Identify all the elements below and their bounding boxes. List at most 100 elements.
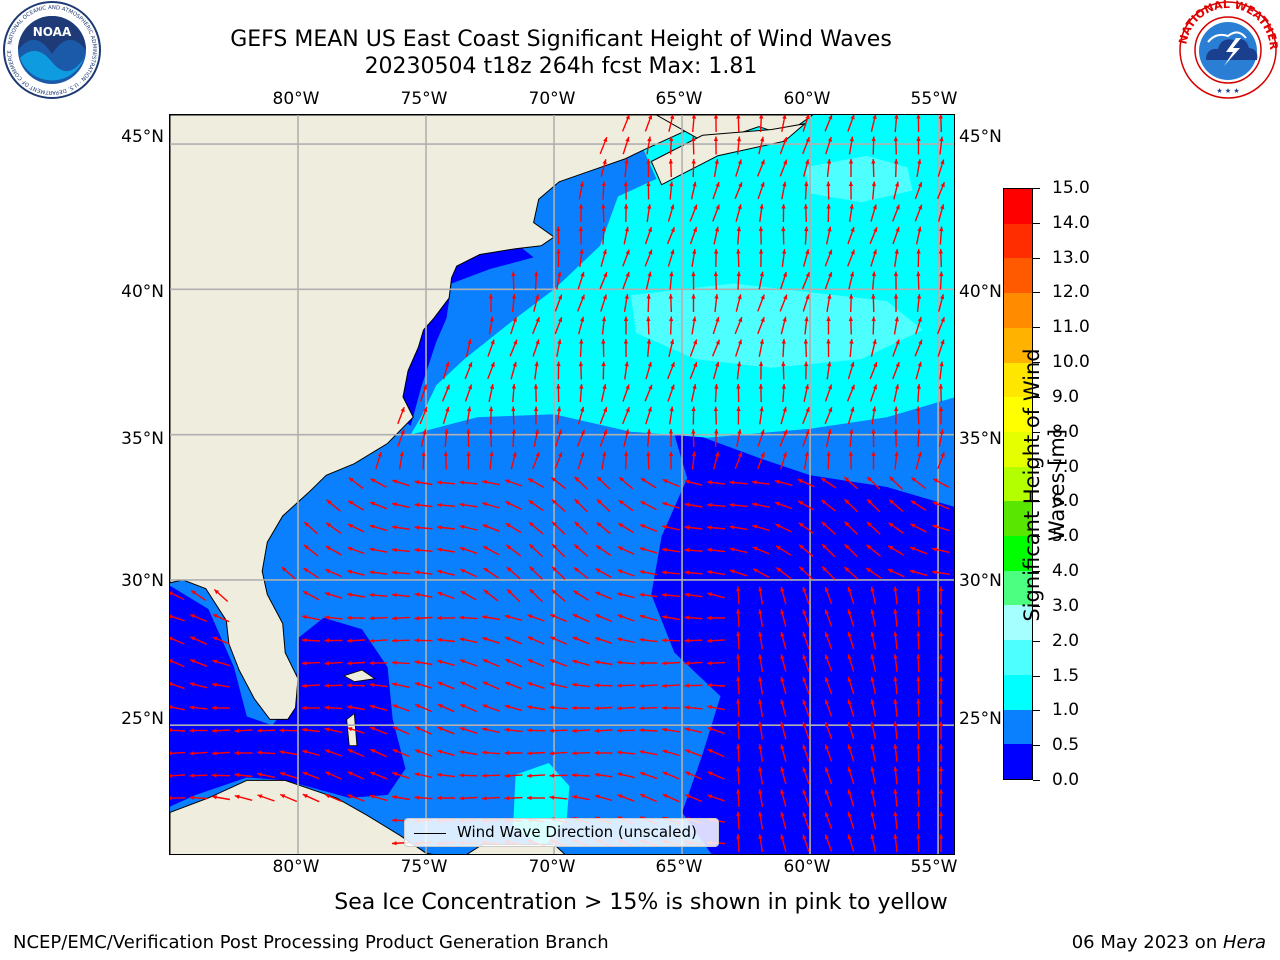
wave-arrowhead — [824, 632, 829, 637]
wave-arrowhead — [893, 699, 898, 704]
wave-arrowhead — [894, 115, 899, 119]
wave-arrowhead — [870, 789, 875, 795]
wave-arrowhead — [483, 546, 488, 551]
wave-arrowhead — [844, 544, 850, 549]
wave-arrowhead — [713, 136, 719, 141]
wave-arrowhead — [505, 659, 511, 664]
wave-arrowhead — [580, 294, 585, 300]
wave-arrowhead — [827, 226, 832, 232]
colorbar-segment — [1004, 327, 1032, 363]
wave-arrowhead — [670, 249, 675, 255]
wave-arrowhead — [870, 699, 875, 705]
wave-arrowhead — [392, 704, 398, 709]
wave-arrowhead — [871, 294, 876, 299]
wave-arrowhead — [916, 811, 921, 817]
wave-arrowhead — [574, 544, 580, 550]
wave-arrowhead — [938, 586, 944, 591]
wave-arrowhead — [870, 631, 875, 637]
wave-arrowhead — [348, 500, 354, 505]
wave-arrowhead — [805, 429, 810, 435]
wave-arrowhead — [170, 614, 173, 619]
wave-arrowhead — [917, 316, 922, 322]
wave-arrowhead — [824, 587, 829, 592]
wave-arrowhead — [910, 546, 916, 551]
wave-arrowhead — [302, 638, 307, 643]
colorbar-segment — [1004, 362, 1032, 398]
wave-arrowhead — [437, 547, 442, 552]
wave-arrowhead — [759, 204, 764, 209]
wave-arrowhead — [527, 705, 532, 710]
wave-arrowhead — [685, 749, 691, 754]
wave-arrowhead — [646, 294, 651, 299]
wave-arrowhead — [893, 631, 898, 637]
wave-arrowhead — [736, 115, 741, 119]
wave-arrowhead — [916, 406, 921, 412]
wave-arrowhead — [827, 384, 832, 390]
wave-arrowhead — [781, 226, 786, 232]
wave-arrowhead — [847, 676, 852, 682]
wave-arrowhead — [780, 766, 785, 772]
wave-arrowhead — [533, 406, 539, 411]
wave-arrowhead — [640, 794, 646, 799]
wave-arrowhead — [617, 772, 623, 777]
wave-arrowhead — [893, 676, 898, 682]
wave-arrowhead — [302, 705, 307, 711]
wave-arrowhead — [347, 524, 353, 528]
wave-arrowhead — [758, 631, 763, 637]
wave-arrowhead — [437, 659, 443, 664]
wave-arrowhead — [888, 545, 894, 551]
wave-arrowhead — [414, 592, 420, 597]
wave-arrowhead — [737, 159, 742, 165]
wave-arrowhead — [684, 661, 690, 666]
wave-arrowhead — [707, 480, 712, 485]
wave-arrowhead — [759, 406, 764, 412]
colorbar-label: Significant Height of Wind Waves [m] — [1020, 285, 1070, 685]
wave-arrowhead — [758, 676, 763, 682]
wave-arrowhead — [849, 339, 854, 344]
wave-arrowhead — [802, 834, 807, 840]
wave-arrowhead — [437, 704, 443, 709]
wave-arrowhead — [445, 384, 450, 390]
wave-arrowhead — [483, 589, 489, 595]
wave-arrowhead — [623, 339, 629, 344]
wave-arrowhead — [646, 429, 652, 434]
wave-arrowhead — [445, 361, 450, 367]
wave-arrowhead — [938, 789, 944, 794]
wave-arrowhead — [324, 661, 330, 666]
wave-arrowhead — [625, 407, 630, 413]
wave-arrowhead — [783, 159, 788, 165]
wave-arrowhead — [623, 181, 629, 187]
wave-arrowhead — [803, 361, 809, 367]
wave-arrowhead — [212, 795, 217, 800]
wave-arrowhead — [844, 567, 850, 572]
wave-arrowhead — [692, 384, 697, 390]
wave-arrowhead — [170, 682, 173, 687]
wave-arrowhead — [662, 479, 668, 484]
wave-arrowhead — [347, 546, 353, 551]
wave-arrowhead — [580, 406, 585, 412]
wave-arrowhead — [189, 751, 195, 756]
wave-arrowhead — [488, 429, 493, 434]
wave-arrowhead — [893, 271, 899, 276]
wave-arrowhead — [894, 181, 900, 187]
wave-arrowhead — [870, 609, 875, 615]
wave-arrowhead — [646, 451, 651, 457]
wave-arrowhead — [617, 706, 622, 711]
wave-arrowhead — [303, 568, 309, 573]
wave-arrowhead — [848, 451, 853, 457]
wave-arrowhead — [459, 773, 465, 778]
wave-arrowhead — [572, 795, 577, 800]
wave-arrowhead — [715, 182, 720, 187]
wave-arrowhead — [639, 570, 645, 575]
wave-arrowhead — [669, 339, 675, 345]
colorbar-tick-label: 10.0 — [1052, 352, 1090, 373]
wave-arrowhead — [691, 159, 696, 164]
wave-arrowhead — [558, 452, 563, 458]
wave-arrowhead — [826, 451, 831, 457]
wave-arrowhead — [414, 547, 420, 553]
wave-arrowhead — [847, 609, 852, 615]
wave-arrowhead — [512, 316, 517, 322]
wave-arrowhead — [533, 384, 539, 389]
wave-arrowhead — [467, 406, 472, 412]
wave-arrowhead — [595, 568, 601, 573]
